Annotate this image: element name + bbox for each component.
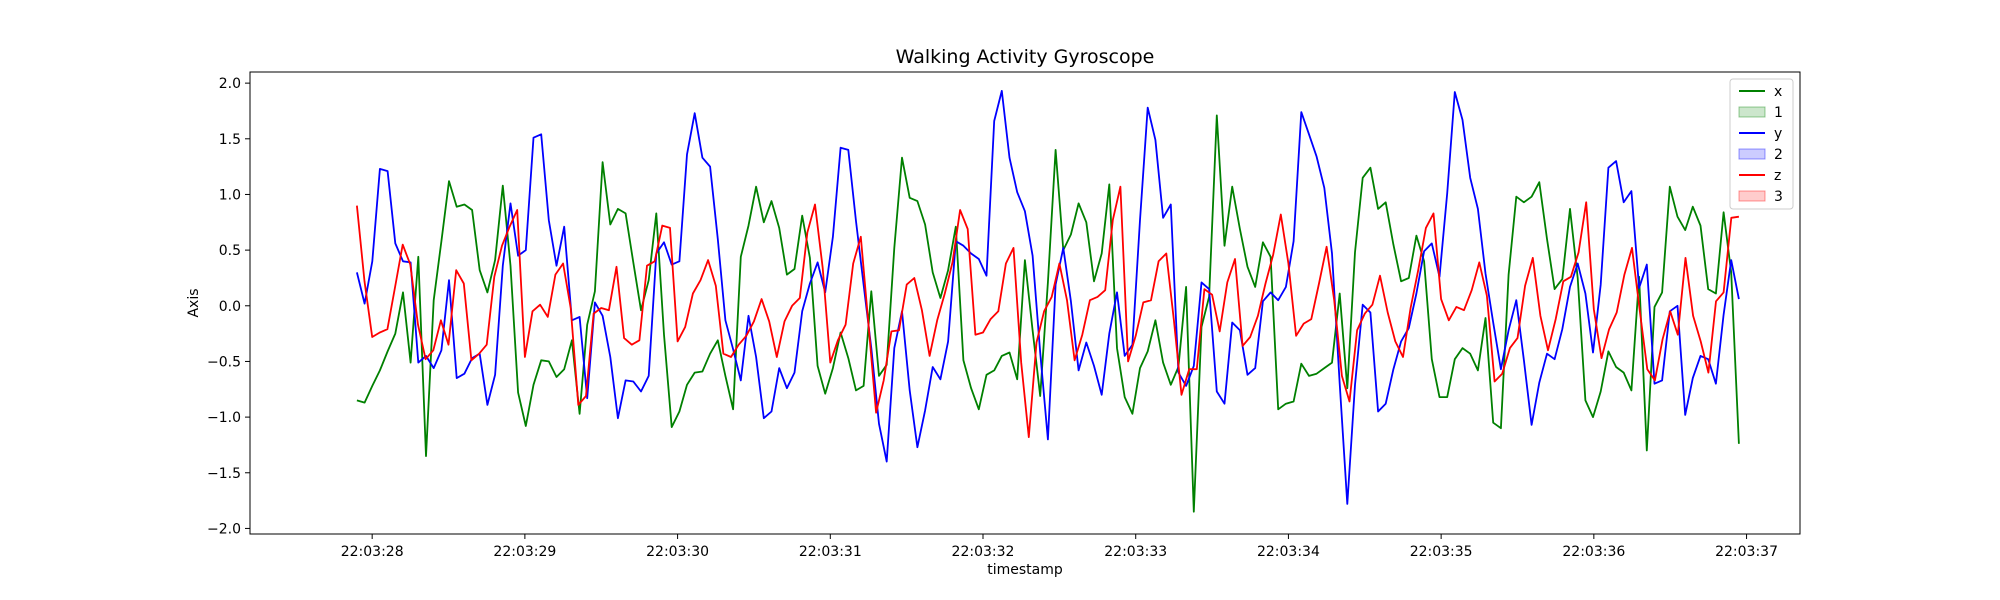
y-tick-label: −2.0 — [207, 521, 241, 537]
legend-fill-swatch — [1738, 106, 1766, 118]
chart-title: Walking Activity Gyroscope — [896, 46, 1155, 68]
legend-box — [1729, 78, 1794, 210]
legend-label: 2 — [1774, 147, 1783, 163]
legend-label: y — [1774, 126, 1782, 142]
legend-fill-swatch — [1738, 190, 1766, 202]
y-tick-label: 0.0 — [219, 299, 241, 315]
series-layer — [356, 90, 1740, 513]
y-tick-label: 1.5 — [219, 132, 241, 148]
chart-legend: x 1 y 2 z 3 — [1729, 78, 1794, 210]
y-tick-label: −0.5 — [207, 354, 241, 370]
y-tick-label: 0.5 — [219, 243, 241, 259]
x-tick-label: 22:03:36 — [1562, 544, 1625, 560]
y-tick-label: −1.5 — [207, 466, 241, 482]
series-line-y — [356, 90, 1740, 505]
x-axis-label: timestamp — [987, 562, 1063, 578]
x-tick-label: 22:03:32 — [952, 544, 1015, 560]
x-tick-label: 22:03:31 — [799, 544, 862, 560]
x-tick-label: 22:03:33 — [1104, 544, 1167, 560]
legend-label: 1 — [1774, 105, 1783, 121]
legend-label: 3 — [1774, 189, 1783, 205]
x-tick-label: 22:03:34 — [1257, 544, 1320, 560]
series-line-x — [356, 114, 1740, 513]
y-tick-label: 2.0 — [219, 76, 241, 92]
x-tick-label: 22:03:28 — [341, 544, 404, 560]
x-axis-ticks: 22:03:28 22:03:29 22:03:30 22:03:31 22:03:32… — [341, 534, 1778, 560]
legend-label: z — [1774, 168, 1781, 184]
plot-frame — [249, 71, 1801, 535]
x-tick-label: 22:03:37 — [1715, 544, 1778, 560]
series-line-z — [356, 185, 1740, 439]
x-tick-label: 22:03:29 — [493, 544, 556, 560]
y-tick-label: −1.0 — [207, 410, 241, 426]
y-axis-label: Axis — [186, 288, 202, 317]
legend-fill-swatch — [1738, 148, 1766, 160]
y-axis-ticks: 2.0 1.5 1.0 0.5 0.0 −0.5 −1.0 −1.5 −2.0 — [207, 76, 250, 537]
y-tick-label: 1.0 — [219, 187, 241, 203]
x-tick-label: 22:03:30 — [646, 544, 709, 560]
legend-label: x — [1774, 84, 1782, 100]
x-tick-label: 22:03:35 — [1410, 544, 1473, 560]
